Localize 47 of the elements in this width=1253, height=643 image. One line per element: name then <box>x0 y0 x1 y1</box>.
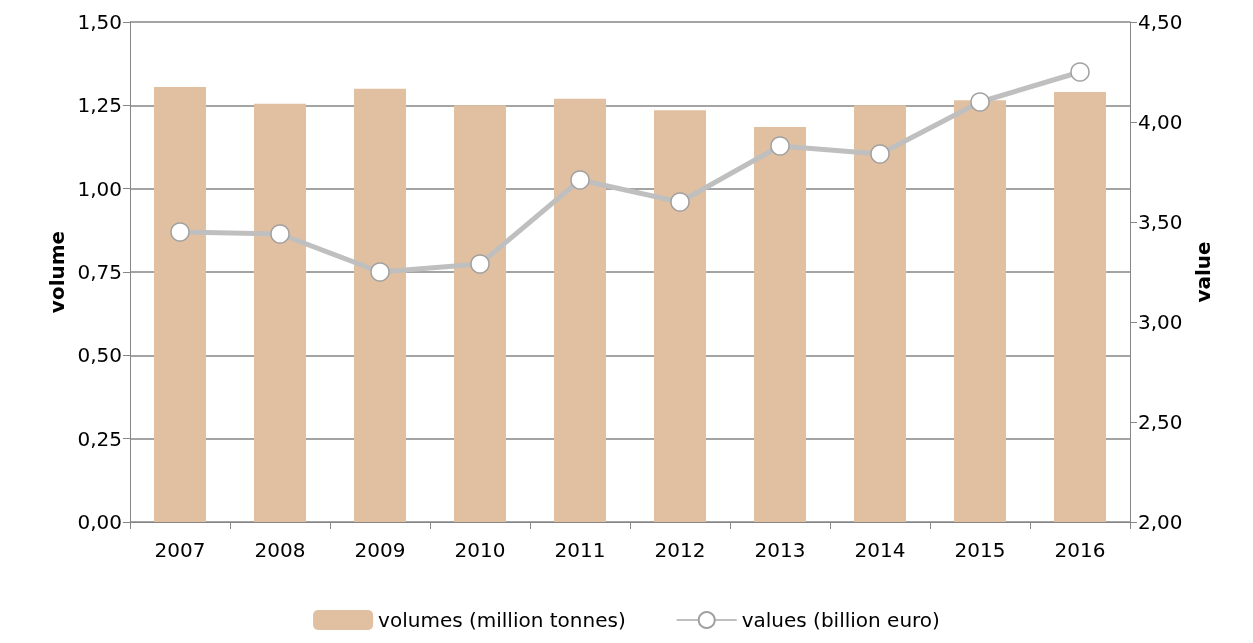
y-tick-label: 0,75 <box>77 260 122 284</box>
legend-label: volumes (million tonnes) <box>378 608 626 632</box>
x-tick-label: 2015 <box>954 538 1006 562</box>
bar <box>154 87 206 522</box>
point <box>570 170 590 190</box>
x-tick-label: 2007 <box>154 538 206 562</box>
bar <box>854 105 906 522</box>
y-tick-label: 0,50 <box>77 343 122 368</box>
bar <box>1054 92 1106 522</box>
point <box>270 224 290 244</box>
y2-tick-label: 2,00 <box>1138 510 1183 534</box>
x-tick-label: 2009 <box>354 538 406 562</box>
x-tick-label: 2008 <box>254 538 306 562</box>
point <box>1070 62 1090 82</box>
point <box>770 136 790 156</box>
point <box>470 254 490 274</box>
y-tick-label: 0,25 <box>77 426 122 451</box>
bar <box>654 110 706 522</box>
point <box>170 222 190 242</box>
y-axis-title: volume <box>44 230 69 314</box>
y2-tick-label: 4,50 <box>1138 10 1183 34</box>
point <box>670 192 690 212</box>
bar <box>254 103 306 522</box>
y-tick-label: 1,25 <box>77 93 122 118</box>
x-tick-label: 2013 <box>754 538 806 562</box>
x-tick-label: 2011 <box>554 538 606 562</box>
bar <box>754 127 806 522</box>
bar <box>354 88 406 522</box>
legend-label: values (billion euro) <box>741 608 940 632</box>
y-tick-label: 0,00 <box>77 510 122 534</box>
y2-tick-label: 3,00 <box>1138 310 1183 334</box>
y2-tick-label: 4,00 <box>1138 110 1183 134</box>
y2-axis-title: value <box>1191 241 1216 303</box>
point <box>870 144 890 164</box>
y2-tick-label: 2,50 <box>1138 410 1183 434</box>
bar <box>454 105 506 522</box>
y2-tick-label: 3,50 <box>1138 210 1183 234</box>
x-tick-label: 2012 <box>654 538 706 562</box>
bar <box>954 100 1006 522</box>
x-tick-label: 2016 <box>1054 538 1106 562</box>
point <box>970 92 990 112</box>
x-tick-label: 2014 <box>854 538 906 562</box>
x-tick-label: 2010 <box>454 538 506 562</box>
y-tick-label: 1,00 <box>77 176 122 201</box>
bar <box>554 98 606 522</box>
point <box>370 262 390 282</box>
y-tick-label: 1,50 <box>77 10 122 34</box>
